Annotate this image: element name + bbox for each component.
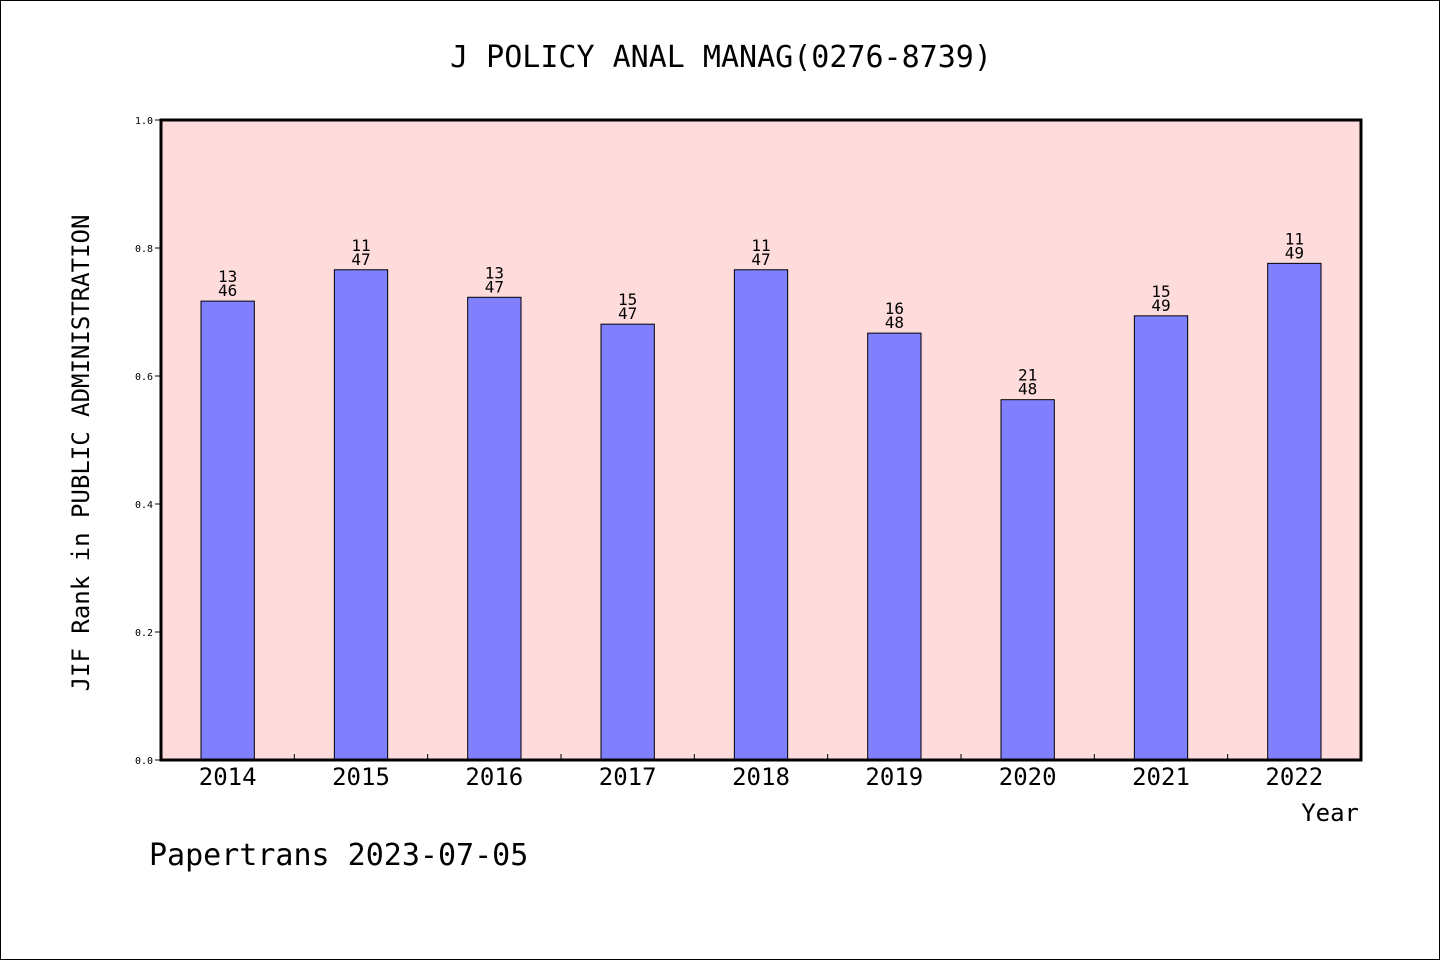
bar-rank-label: 11 [1285, 229, 1304, 248]
bar-rank-label: 13 [485, 263, 504, 282]
x-tick-label: 2019 [865, 763, 923, 791]
y-tick-label: 1.0 [135, 116, 153, 127]
y-axis: 0.0 0.2 0.4 0.6 0.8 1.0 [135, 116, 161, 767]
bar-2022 [1267, 262, 1322, 761]
bar-total-label: 46 [218, 281, 237, 300]
x-tick-label: 2014 [199, 763, 257, 791]
bar-2015 [333, 269, 389, 761]
bar-total-label: 49 [1285, 243, 1304, 262]
y-axis-label: JIF Rank in PUBLIC ADMINISTRATION [67, 215, 95, 692]
bar-rank-label: 11 [751, 236, 770, 255]
bar-2020 [1000, 399, 1055, 761]
bar-rank-label: 15 [618, 290, 637, 309]
bar-2017 [600, 323, 655, 761]
bars-group [200, 262, 1322, 761]
bar-rank-label: 13 [218, 267, 237, 286]
bar-total-label: 48 [885, 313, 904, 332]
bar-2016 [467, 296, 522, 761]
bar-total-label: 49 [1151, 296, 1170, 315]
x-axis: 2014 2015 2016 2017 2018 2019 2020 2021 2022 [199, 754, 1323, 791]
bar-rank-label: 16 [885, 299, 904, 318]
y-tick-label: 0.4 [135, 500, 153, 511]
y-tick-label: 0.6 [135, 372, 153, 383]
x-tick-label: 2021 [1132, 763, 1190, 791]
bar-total-label: 47 [351, 250, 370, 269]
footer-text: Papertrans 2023-07-05 [149, 838, 528, 873]
bar-rank-label: 21 [1018, 366, 1037, 385]
x-axis-label: Year [1301, 799, 1359, 827]
x-tick-label: 2017 [599, 763, 657, 791]
y-tick-label: 0.2 [135, 628, 153, 639]
x-tick-label: 2015 [332, 763, 390, 791]
bar-total-label: 47 [485, 277, 504, 296]
x-tick-label: 2020 [999, 763, 1057, 791]
y-tick-label: 0.0 [135, 756, 153, 767]
bar-2014 [200, 300, 255, 761]
plot-frame [159, 118, 1363, 762]
bar-total-label: 47 [618, 304, 637, 323]
y-tick-label: 0.8 [135, 244, 153, 255]
bar-2018 [733, 269, 789, 761]
bar-2019 [867, 332, 922, 761]
x-tick-label: 2022 [1265, 763, 1323, 791]
x-tick-label: 2016 [465, 763, 523, 791]
bar-total-label: 47 [751, 250, 770, 269]
bar-rank-label: 15 [1151, 282, 1170, 301]
chart-title: J POLICY ANAL MANAG(0276-8739) [450, 40, 992, 75]
bar-2021 [1133, 315, 1189, 761]
x-tick-label: 2018 [732, 763, 790, 791]
bar-rank-label: 11 [351, 236, 370, 255]
bar-total-label: 48 [1018, 380, 1037, 399]
